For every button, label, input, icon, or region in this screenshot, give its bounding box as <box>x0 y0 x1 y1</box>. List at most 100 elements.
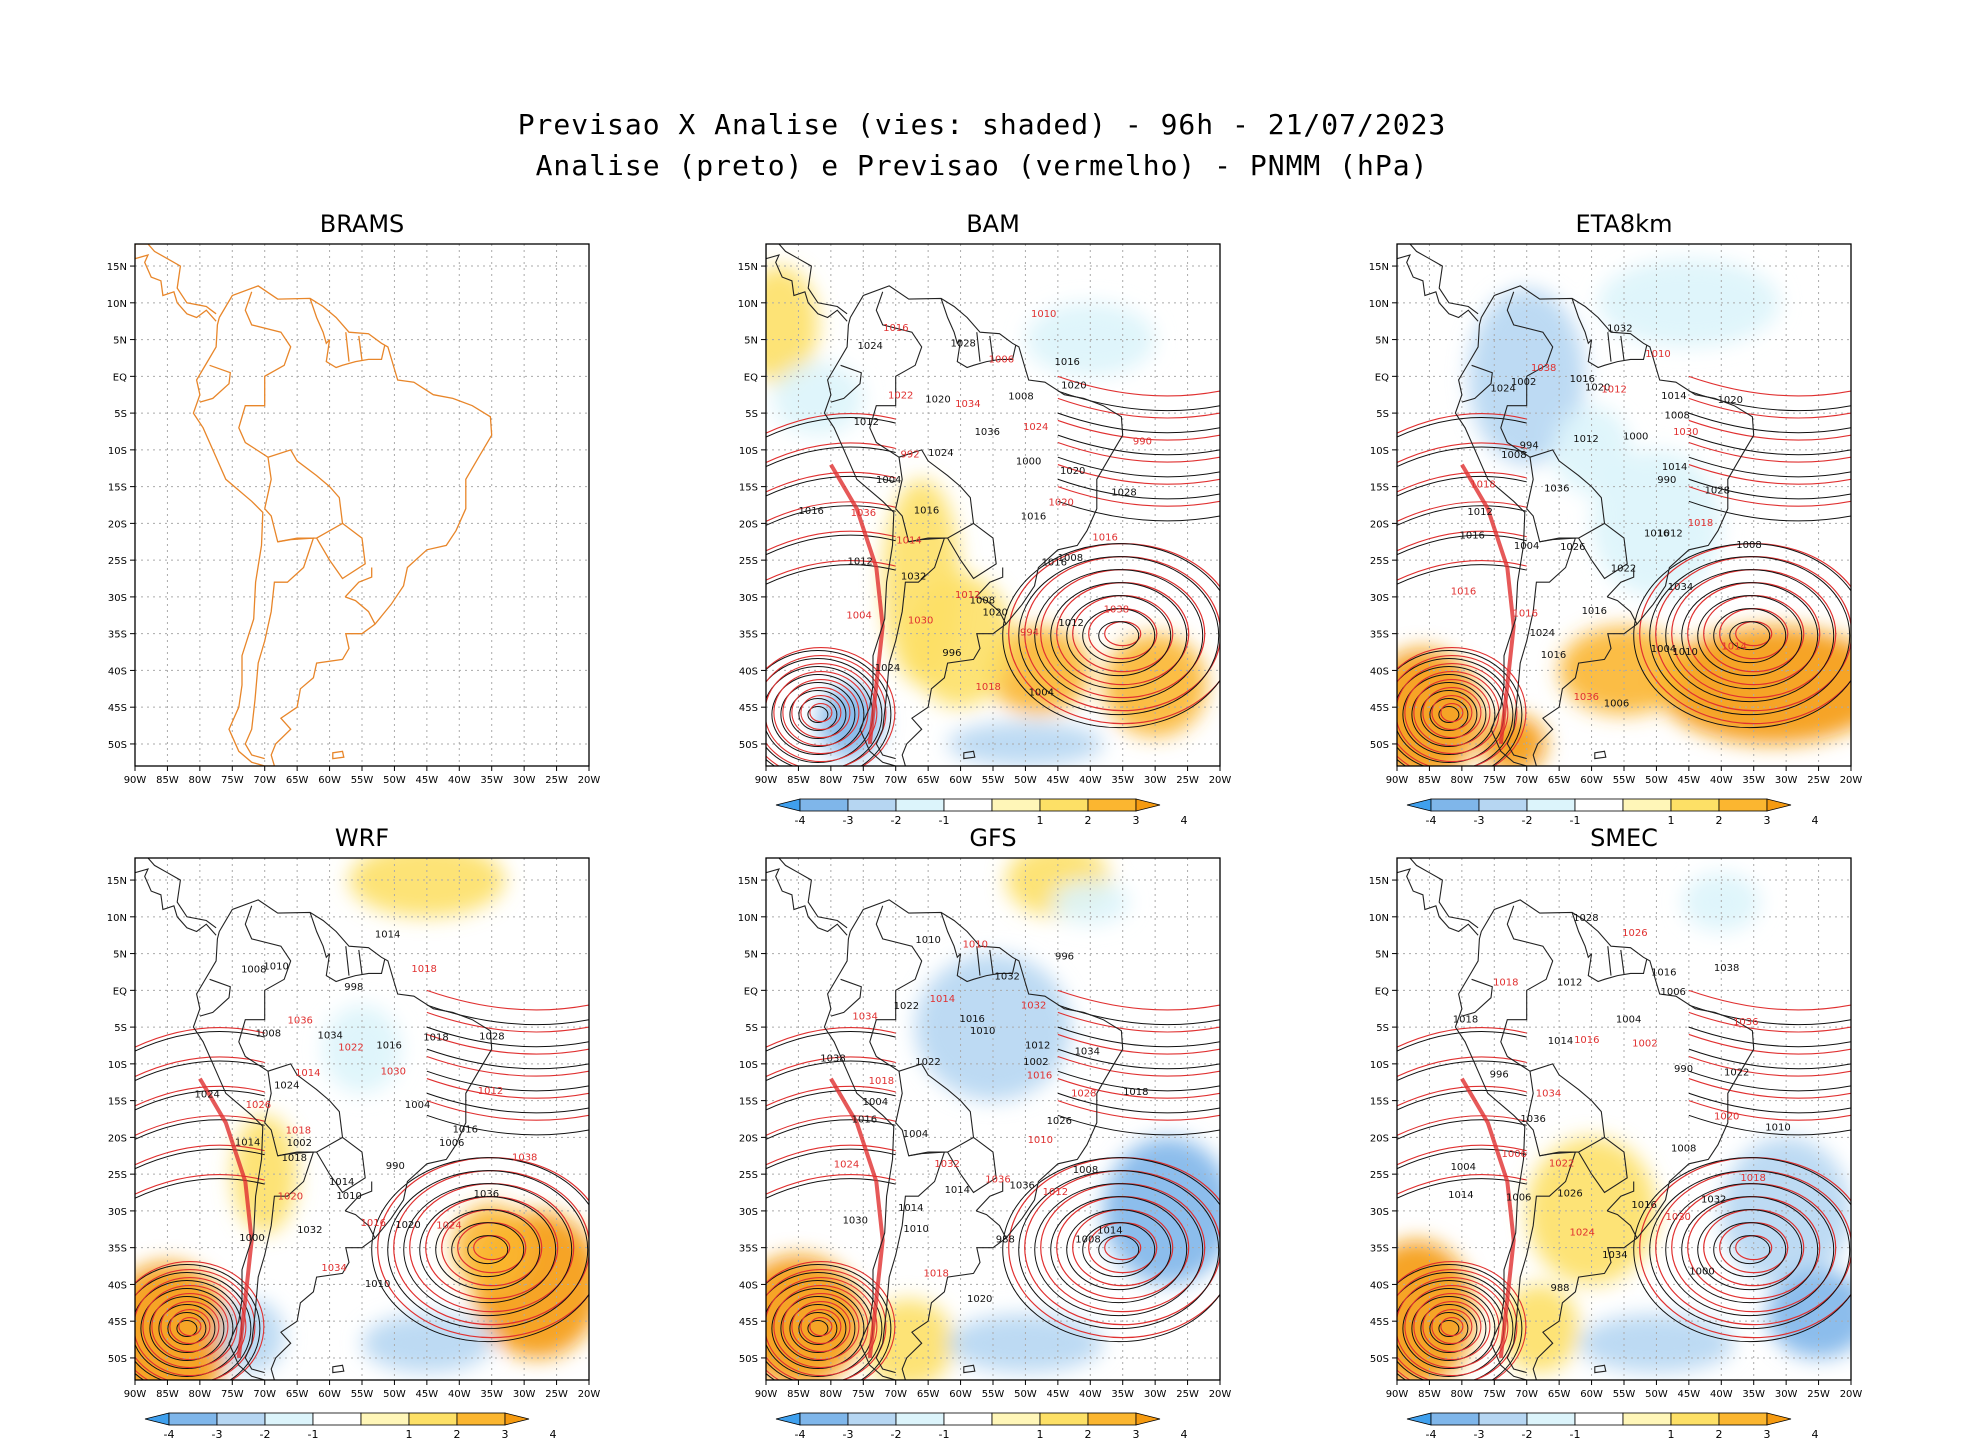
country-border <box>940 912 962 959</box>
lon-tick-label: 55W <box>982 1389 1005 1400</box>
lat-tick-label: 35S <box>739 1244 758 1255</box>
lat-tick-label: 40S <box>108 1280 127 1291</box>
lon-tick-label: 70W <box>884 775 907 786</box>
lat-tick-label: 30S <box>739 1207 758 1218</box>
country-border <box>325 953 386 983</box>
forecast-isobar-label: 1006 <box>1501 1149 1526 1160</box>
lat-tick-label: 35S <box>1370 1244 1389 1255</box>
country-border <box>358 949 363 975</box>
lat-tick-label: 15S <box>108 1097 127 1108</box>
lon-tick-label: 25W <box>545 775 568 786</box>
colorbar-tick-label: 1 <box>1037 814 1044 827</box>
lat-tick-label: 10N <box>107 913 127 924</box>
colorbar-tick-label: -1 <box>939 814 950 827</box>
lon-tick-label: 25W <box>1807 1389 1830 1400</box>
lon-tick-label: 75W <box>1483 1389 1506 1400</box>
central-america-coastline <box>1397 244 1479 322</box>
lat-tick-label: 15S <box>1370 1097 1389 1108</box>
analysis-isobar-label: 998 <box>344 982 363 993</box>
country-border <box>975 567 1004 598</box>
lat-tick-label: 40S <box>108 666 127 677</box>
analysis-isobar-label: 1020 <box>1718 395 1743 406</box>
bias-shading <box>772 361 864 436</box>
country-border <box>1606 567 1635 598</box>
analysis-isobar-label: 1008 <box>1736 540 1761 551</box>
south-america-coastline <box>823 285 1124 766</box>
lat-tick-label: 5N <box>113 336 127 347</box>
analysis-isobar-label: 1022 <box>894 1001 919 1012</box>
bias-shading <box>1397 1240 1475 1380</box>
colorbar-tick-label: -1 <box>939 1428 950 1441</box>
forecast-isobar-label: 1014 <box>896 536 921 547</box>
lat-tick-label: 10N <box>1369 299 1389 310</box>
analysis-isobar-label: 1016 <box>376 1040 401 1051</box>
analysis-isobar-label: 1036 <box>474 1189 499 1200</box>
lon-tick-label: 25W <box>545 1389 568 1400</box>
bias-shading <box>1051 880 1130 925</box>
lon-tick-label: 70W <box>253 1389 276 1400</box>
lat-tick-label: 5N <box>1375 950 1389 961</box>
forecast-isobar-label: 1018 <box>411 964 436 975</box>
analysis-isobar-label: 1022 <box>1611 564 1636 575</box>
lon-tick-label: 20W <box>1209 1389 1232 1400</box>
colorbar-tick-label: -1 <box>308 1428 319 1441</box>
analysis-isobar-label: 1020 <box>1060 466 1085 477</box>
country-border <box>238 905 292 1123</box>
analysis-isobar-label: 1008 <box>1671 1143 1696 1154</box>
lon-tick-label: 70W <box>1515 775 1538 786</box>
lon-tick-label: 40W <box>1079 1389 1102 1400</box>
forecast-isobar-label: 990 <box>1133 437 1152 448</box>
lon-tick-label: 70W <box>1515 1389 1538 1400</box>
falklands-coastline <box>1594 1364 1607 1374</box>
analysis-isobar-label: 1012 <box>1557 978 1582 989</box>
country-border <box>1461 978 1493 1017</box>
country-border <box>895 449 975 543</box>
forecast-isobar-label: 1026 <box>246 1100 271 1111</box>
analysis-isobar-label: 1010 <box>365 1279 390 1290</box>
lat-tick-label: 15N <box>738 876 758 887</box>
lat-tick-label: 15S <box>108 483 127 494</box>
lon-tick-label: 50W <box>1645 1389 1668 1400</box>
forecast-isobar-label: 1012 <box>478 1086 503 1097</box>
analysis-isobar-label: 988 <box>1550 1283 1569 1294</box>
lat-tick-label: 5S <box>745 409 758 420</box>
colorbar-tick-label: -3 <box>212 1428 223 1441</box>
analysis-isobar-label: 1038 <box>1714 963 1739 974</box>
lon-tick-label: 20W <box>1840 1389 1863 1400</box>
country-border <box>1500 905 1554 1123</box>
lat-tick-label: 15S <box>1370 483 1389 494</box>
map-canvas: 1010100810141016101610121016101410221024… <box>1369 243 1862 827</box>
country-border <box>344 567 373 598</box>
lon-tick-label: 80W <box>189 775 212 786</box>
colorbar-tick-label: 3 <box>1764 1428 1771 1441</box>
analysis-isobar-label: 1016 <box>1021 511 1046 522</box>
analysis-isobar-label: 1020 <box>925 395 950 406</box>
falklands-coastline <box>963 1364 976 1374</box>
lat-tick-label: 35S <box>108 1244 127 1255</box>
country-border <box>1526 1063 1606 1157</box>
forecast-isobar-label: 1036 <box>1574 692 1599 703</box>
lat-tick-label: EQ <box>113 986 127 997</box>
analysis-isobar-label: 1018 <box>1123 1087 1148 1098</box>
country-border <box>1620 949 1625 975</box>
country-border <box>975 1210 1007 1239</box>
colorbar-tick-label: 4 <box>1181 814 1188 827</box>
country-border <box>989 949 994 975</box>
analysis-isobar-label: 1020 <box>1585 383 1610 394</box>
bias-shading <box>766 1255 864 1380</box>
analysis-isobar-label: 1030 <box>843 1216 868 1227</box>
lon-tick-label: 90W <box>755 775 778 786</box>
country-border <box>947 1136 997 1194</box>
lon-tick-label: 65W <box>917 775 940 786</box>
panel-wrf: WRF 1010 1008 1016 1018 1014 1020 1024 1028 1032 1… <box>65 824 629 1456</box>
analysis-isobar-label: 1014 <box>329 1177 354 1188</box>
forecast-isobar-label: 1030 <box>381 1067 406 1078</box>
lat-tick-label: 15N <box>1369 876 1389 887</box>
lon-tick-label: 90W <box>755 1389 778 1400</box>
lat-tick-label: 50S <box>739 1354 758 1365</box>
analysis-isobar-label: 1008 <box>1073 1165 1098 1176</box>
lon-tick-label: 40W <box>1710 1389 1733 1400</box>
south-america-coastline <box>1454 285 1755 766</box>
lon-tick-label: 45W <box>1047 775 1070 786</box>
falklands-coastline <box>963 750 976 760</box>
